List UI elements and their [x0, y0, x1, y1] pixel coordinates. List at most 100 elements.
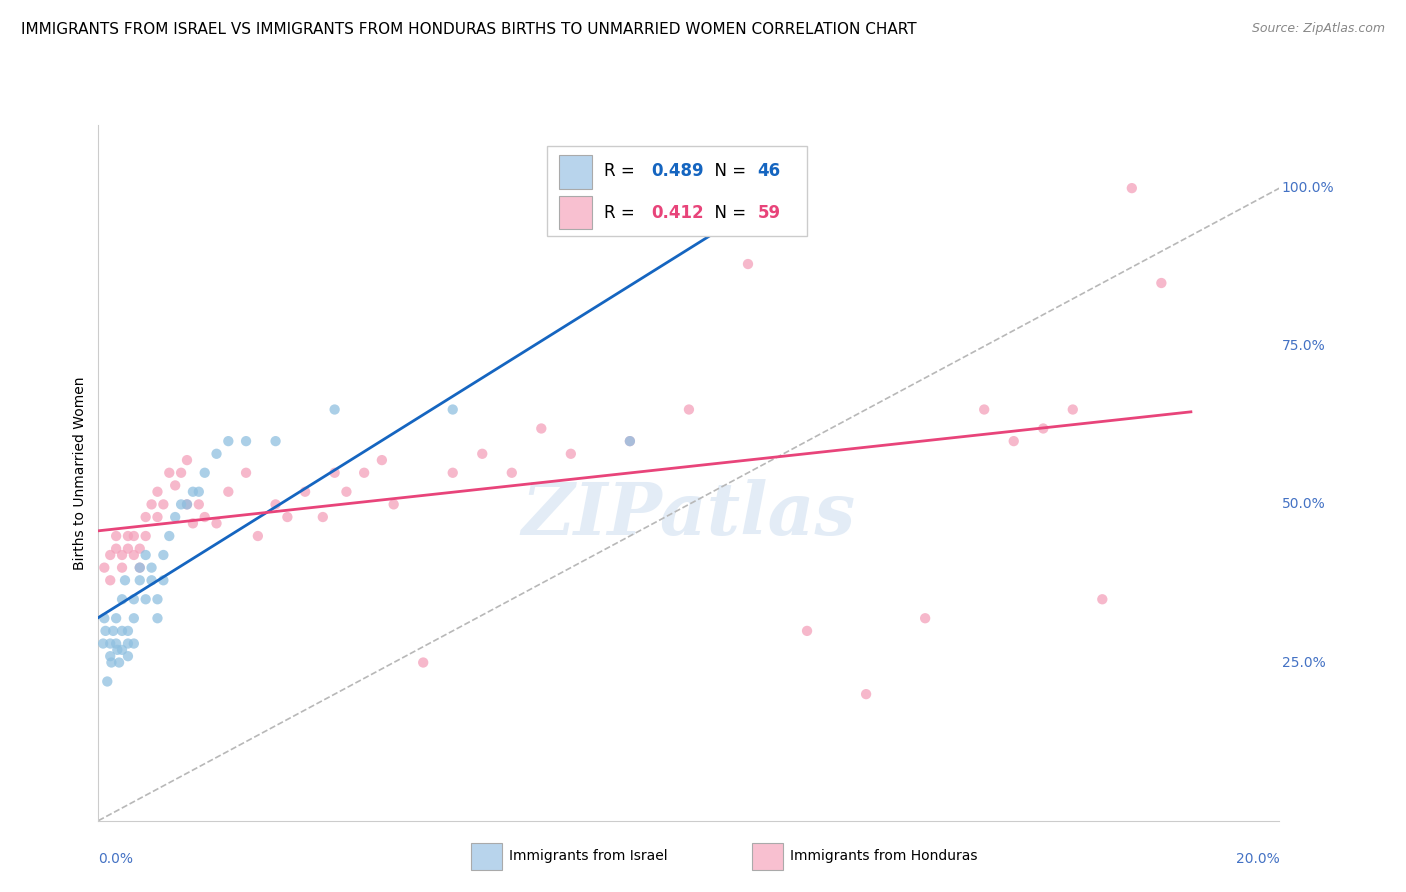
Point — [264, 497, 287, 511]
Point — [678, 402, 700, 417]
Point — [441, 466, 464, 480]
Point — [205, 447, 228, 461]
Point — [122, 548, 145, 562]
Point — [98, 548, 121, 562]
Point — [176, 497, 198, 511]
Text: ZIPatlas: ZIPatlas — [522, 479, 856, 550]
Point — [170, 466, 193, 480]
Point — [122, 592, 145, 607]
Point — [530, 421, 553, 435]
Point — [128, 574, 150, 588]
Point — [122, 636, 145, 650]
Text: Immigrants from Israel: Immigrants from Israel — [509, 849, 668, 863]
Text: 0.489: 0.489 — [651, 162, 704, 180]
Point — [157, 529, 180, 543]
Point — [93, 611, 115, 625]
Point — [855, 687, 877, 701]
Point — [152, 497, 174, 511]
Point — [105, 611, 128, 625]
Point — [323, 402, 346, 417]
Point — [146, 484, 169, 499]
Y-axis label: Births to Unmarried Women: Births to Unmarried Women — [73, 376, 87, 569]
Point — [737, 257, 759, 271]
Point — [111, 548, 134, 562]
Point — [335, 484, 357, 499]
Point — [96, 674, 118, 689]
Point — [128, 541, 150, 556]
Point — [560, 447, 582, 461]
Point — [176, 453, 198, 467]
Point — [382, 497, 405, 511]
Point — [98, 636, 121, 650]
Point — [94, 624, 117, 638]
Point — [1150, 276, 1173, 290]
Point — [165, 478, 187, 492]
Point — [111, 624, 134, 638]
Point — [146, 592, 169, 607]
Point — [194, 466, 217, 480]
Point — [170, 497, 193, 511]
Point — [1032, 421, 1054, 435]
Point — [1121, 181, 1143, 195]
Text: 50.0%: 50.0% — [1282, 498, 1326, 511]
Point — [117, 541, 139, 556]
Point — [135, 548, 157, 562]
Text: 0.412: 0.412 — [651, 204, 704, 222]
Point — [128, 560, 150, 574]
Point — [93, 560, 115, 574]
Point — [619, 434, 641, 449]
Point — [141, 560, 163, 574]
Point — [128, 560, 150, 574]
Point — [141, 497, 163, 511]
Point — [246, 529, 269, 543]
Point — [98, 574, 121, 588]
Point — [117, 529, 139, 543]
Text: 0.0%: 0.0% — [98, 852, 134, 866]
Point — [1062, 402, 1084, 417]
FancyBboxPatch shape — [547, 145, 807, 236]
Point — [117, 636, 139, 650]
Point — [181, 484, 204, 499]
Point — [181, 516, 204, 531]
Point — [100, 656, 122, 670]
Text: N =: N = — [704, 162, 752, 180]
Text: 75.0%: 75.0% — [1282, 339, 1326, 353]
Point — [471, 447, 494, 461]
Point — [264, 434, 287, 449]
Point — [105, 643, 128, 657]
Point — [973, 402, 995, 417]
Point — [441, 402, 464, 417]
Point — [235, 434, 257, 449]
Point — [114, 574, 136, 588]
Text: 25.0%: 25.0% — [1282, 656, 1326, 670]
Point — [353, 466, 375, 480]
Point — [312, 510, 335, 524]
Point — [176, 497, 198, 511]
Point — [217, 434, 239, 449]
Point — [135, 510, 157, 524]
Point — [187, 497, 209, 511]
Text: IMMIGRANTS FROM ISRAEL VS IMMIGRANTS FROM HONDURAS BIRTHS TO UNMARRIED WOMEN COR: IMMIGRANTS FROM ISRAEL VS IMMIGRANTS FRO… — [21, 22, 917, 37]
FancyBboxPatch shape — [560, 196, 592, 229]
Point — [111, 592, 134, 607]
Point — [105, 541, 128, 556]
Point — [294, 484, 316, 499]
Text: 20.0%: 20.0% — [1236, 852, 1279, 866]
Point — [152, 574, 174, 588]
Text: R =: R = — [605, 162, 640, 180]
Point — [117, 624, 139, 638]
Point — [1091, 592, 1114, 607]
Point — [141, 574, 163, 588]
Point — [619, 434, 641, 449]
Point — [501, 466, 523, 480]
Point — [217, 484, 239, 499]
Point — [103, 624, 125, 638]
Point — [111, 643, 134, 657]
Point — [117, 649, 139, 664]
Point — [135, 592, 157, 607]
Text: Immigrants from Honduras: Immigrants from Honduras — [790, 849, 977, 863]
Point — [323, 466, 346, 480]
Point — [98, 649, 121, 664]
Text: 59: 59 — [758, 204, 780, 222]
Text: Source: ZipAtlas.com: Source: ZipAtlas.com — [1251, 22, 1385, 36]
